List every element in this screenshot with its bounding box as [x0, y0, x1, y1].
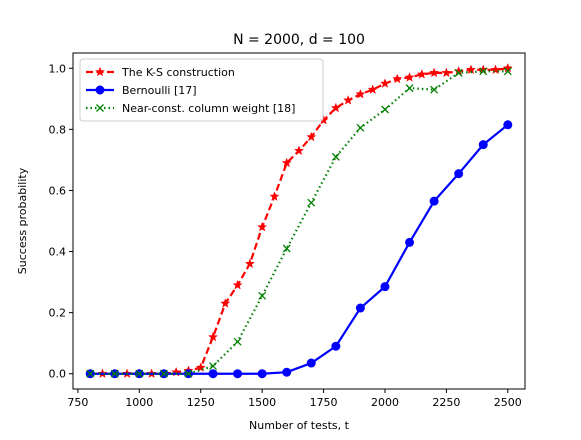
- legend-label: The K-S construction: [121, 66, 235, 79]
- data-point: [454, 68, 463, 77]
- data-point: [207, 331, 219, 342]
- x-tick-label: 750: [67, 396, 88, 409]
- legend: The K-S construction Bernoulli [17] Near-c…: [79, 58, 324, 122]
- data-point: [94, 66, 106, 77]
- data-point: [367, 84, 378, 94]
- data-point: [355, 88, 366, 99]
- data-point: [405, 84, 414, 93]
- y-tick-label: 0.8: [49, 123, 67, 136]
- data-point: [490, 64, 501, 75]
- y-tick-label: 0.4: [49, 246, 67, 259]
- x-tick-label: 2500: [494, 396, 522, 409]
- data-point: [233, 337, 242, 346]
- axes: [72, 52, 526, 390]
- legend-box: [79, 58, 324, 122]
- data-point: [257, 221, 268, 232]
- data-point: [269, 191, 280, 201]
- data-point: [404, 72, 415, 82]
- data-point: [502, 62, 513, 73]
- data-point: [232, 279, 243, 290]
- data-point: [429, 196, 439, 206]
- data-point: [306, 358, 316, 368]
- series-2: [85, 120, 513, 379]
- data-point: [209, 362, 217, 371]
- y-tick-label: 0.0: [49, 368, 67, 381]
- plot-area: [85, 62, 513, 379]
- x-axis-label: Number of tests, t: [249, 419, 350, 432]
- legend-label: Bernoulli [17]: [122, 84, 197, 97]
- data-point: [381, 105, 389, 114]
- y-tick-label: 0.6: [49, 184, 67, 197]
- x-tick-label: 1750: [310, 396, 338, 409]
- x-tick-label: 1000: [125, 396, 153, 409]
- data-point: [429, 67, 440, 78]
- data-point: [258, 291, 267, 300]
- x-tick-label: 2250: [432, 396, 460, 409]
- data-point: [208, 369, 218, 379]
- data-point: [195, 362, 206, 372]
- data-point: [95, 85, 105, 95]
- data-point: [330, 102, 341, 113]
- x-tick-label: 1500: [248, 396, 276, 409]
- data-point: [159, 369, 168, 378]
- data-point: [233, 369, 243, 379]
- y-axis-label: Success probability: [16, 167, 29, 274]
- data-point: [478, 140, 488, 150]
- data-point: [307, 198, 316, 207]
- data-point: [220, 298, 231, 308]
- data-point: [454, 169, 464, 179]
- data-point: [281, 157, 292, 168]
- data-point: [380, 282, 390, 292]
- data-point: [355, 303, 365, 313]
- series-line: [90, 123, 509, 375]
- data-point: [293, 145, 305, 156]
- data-point: [430, 85, 439, 94]
- data-point: [503, 120, 513, 130]
- data-point: [331, 152, 340, 161]
- data-point: [96, 104, 104, 112]
- y-tick-label: 1.0: [49, 62, 67, 75]
- data-point: [282, 244, 291, 253]
- data-point: [343, 95, 354, 105]
- legend-entry: Near-const. column weight [18]: [86, 102, 295, 115]
- data-point: [86, 369, 95, 378]
- data-point: [503, 67, 512, 76]
- data-point: [331, 341, 341, 351]
- x-tick-label: 2000: [371, 396, 399, 409]
- data-point: [306, 131, 317, 142]
- legend-entry: The K-S construction: [86, 66, 235, 79]
- data-point: [110, 369, 119, 378]
- data-point: [244, 258, 255, 269]
- legend-label: Near-const. column weight [18]: [122, 102, 295, 115]
- data-point: [405, 237, 415, 247]
- data-point: [184, 369, 193, 378]
- data-point: [479, 67, 488, 76]
- axes-frame: [72, 52, 526, 390]
- chart-title: N = 2000, d = 100: [233, 32, 365, 48]
- data-point: [392, 73, 403, 84]
- data-point: [282, 367, 292, 377]
- data-point: [257, 369, 267, 379]
- data-point: [441, 67, 452, 78]
- ticks: 750 1000 1250 1500 1750 2000 2250 2500 0.0 0.2 0.4…: [49, 62, 522, 409]
- data-point: [416, 69, 427, 79]
- y-tick-label: 0.2: [49, 307, 67, 320]
- data-point: [379, 78, 391, 88]
- series-3: [86, 67, 512, 378]
- legend-entry: Bernoulli [17]: [86, 84, 197, 97]
- data-point: [356, 123, 365, 132]
- x-tick-label: 1250: [187, 396, 215, 409]
- data-point: [135, 369, 144, 378]
